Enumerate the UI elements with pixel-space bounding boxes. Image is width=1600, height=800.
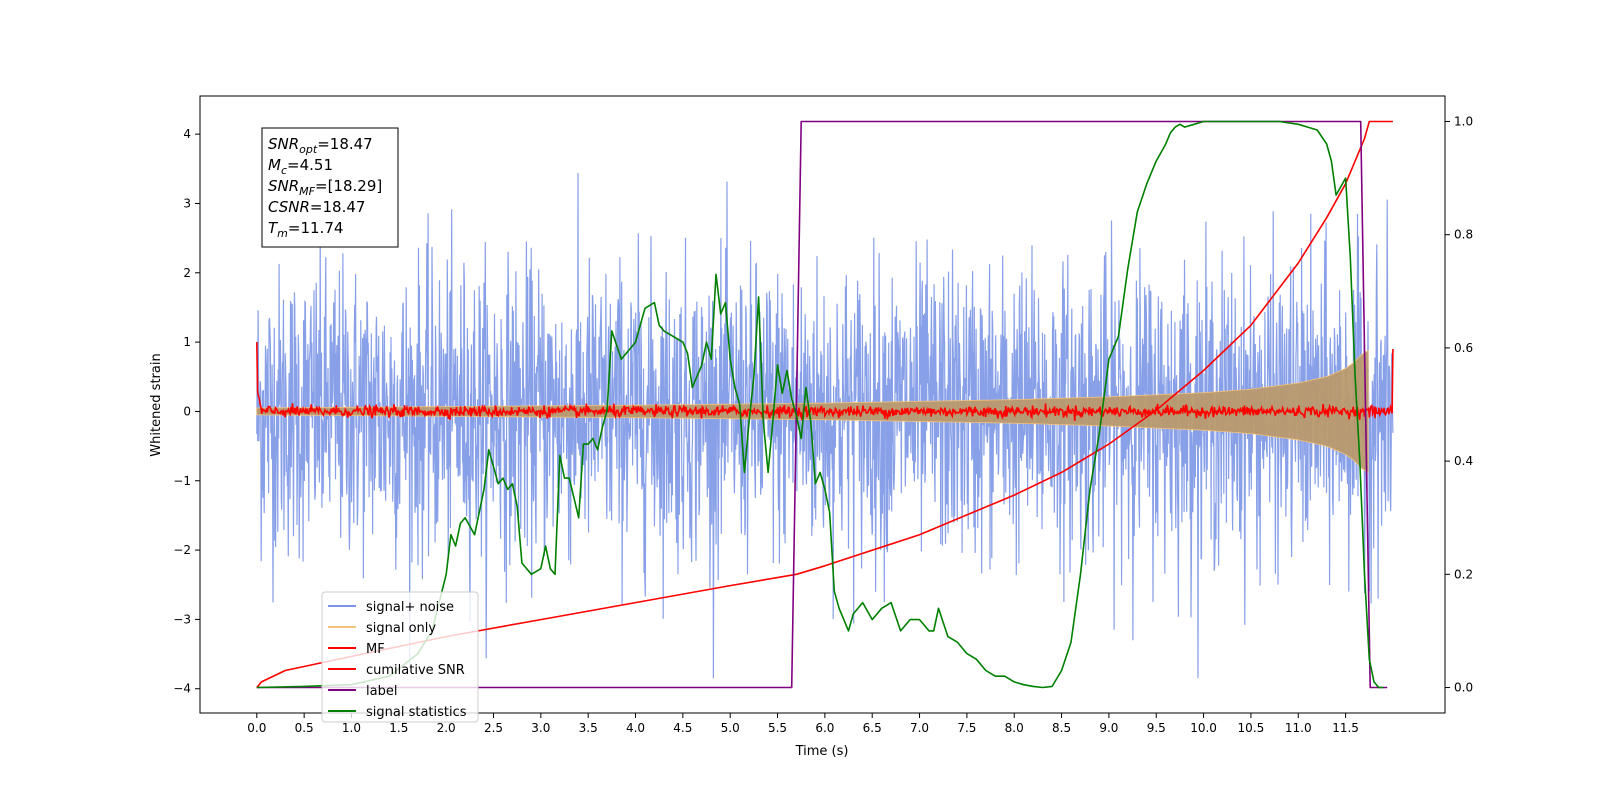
y-left-tick-label: −4 [173, 682, 191, 696]
y-right-tick-label: 0.2 [1454, 567, 1473, 581]
y-left-tick-label: 4 [183, 127, 191, 141]
x-tick-label: 11.5 [1332, 721, 1359, 735]
x-tick-label: 11.0 [1285, 721, 1312, 735]
x-tick-label: 6.0 [815, 721, 834, 735]
info-line: CSNR=18.47 [268, 198, 365, 216]
x-tick-label: 0.5 [295, 721, 314, 735]
legend-frame [321, 591, 479, 723]
x-axis-label: Time (s) [795, 744, 849, 759]
x-tick-label: 2.0 [437, 721, 456, 735]
y-left-tick-label: −3 [173, 612, 191, 626]
x-tick-label: 5.5 [768, 721, 787, 735]
x-tick-label: 4.0 [626, 721, 645, 735]
x-tick-label: 10.5 [1238, 721, 1265, 735]
x-tick-label: 2.5 [484, 721, 503, 735]
x-tick-label: 3.5 [579, 721, 598, 735]
y-axis-right: 1.0 0.8 0.6 0.4 0.2 0.0 [1445, 114, 1473, 695]
legend-label: signal+ noise [366, 600, 454, 615]
legend: signal+ noise signal only MF cumilative SNR… [321, 591, 479, 723]
legend-label: cumilative SNR [366, 663, 465, 678]
series-mf [256, 342, 1394, 421]
info-box-frame [261, 127, 399, 248]
info-box: SNRopt=18.47Mc=4.51SNRMF=[18.29]CSNR=18.… [261, 127, 399, 248]
x-tick-label: 6.5 [863, 721, 882, 735]
x-tick-label: 10.0 [1190, 721, 1217, 735]
x-tick-label: 7.0 [910, 721, 929, 735]
y-axis-label: Whitened strain [149, 353, 164, 456]
y-left-tick-label: 1 [183, 335, 191, 349]
y-left-tick-label: 0 [183, 404, 191, 418]
x-tick-label: 1.0 [342, 721, 361, 735]
x-tick-label: 4.5 [673, 721, 692, 735]
y-right-tick-label: 0.6 [1454, 341, 1473, 355]
x-tick-label: 9.5 [1147, 721, 1166, 735]
legend-label: label [366, 684, 397, 699]
legend-label: MF [366, 642, 385, 657]
x-tick-label: 9.0 [1099, 721, 1118, 735]
x-tick-label: 3.0 [531, 721, 550, 735]
x-tick-label: 7.5 [957, 721, 976, 735]
y-left-tick-label: −1 [173, 474, 191, 488]
x-axis: 0.0 0.5 1.0 1.5 2.0 2.5 3.0 3.5 4.0 4.5 5.0 5.5 6.0 6… [247, 713, 1359, 735]
y-left-tick-label: −2 [173, 543, 191, 557]
plot-frame [199, 95, 1446, 714]
legend-label: signal statistics [366, 705, 467, 720]
series-signal-statistics [256, 120, 1384, 689]
y-left-tick-label: 3 [183, 196, 191, 210]
y-right-tick-label: 1.0 [1454, 114, 1473, 128]
legend-label: signal only [366, 621, 436, 636]
info-line: Tm=11.74 [268, 219, 343, 240]
info-line: SNRopt=18.47 [268, 135, 373, 156]
x-tick-label: 0.0 [247, 721, 266, 735]
info-line: Mc=4.51 [268, 156, 333, 177]
y-right-tick-label: 0.4 [1454, 454, 1473, 468]
y-left-tick-label: 2 [183, 266, 191, 280]
info-line: SNRMF=[18.29] [268, 177, 382, 198]
x-tick-label: 5.0 [721, 721, 740, 735]
series-signal-noise [256, 172, 1394, 679]
series-label [256, 120, 1388, 689]
x-tick-label: 8.0 [1005, 721, 1024, 735]
y-right-tick-label: 0.8 [1454, 228, 1473, 242]
x-tick-label: 8.5 [1052, 721, 1071, 735]
x-tick-label: 1.5 [389, 721, 408, 735]
y-right-tick-label: 0.0 [1454, 681, 1473, 695]
y-axis-left: 4 3 2 1 0 −1 −2 −3 −4 [173, 127, 200, 696]
